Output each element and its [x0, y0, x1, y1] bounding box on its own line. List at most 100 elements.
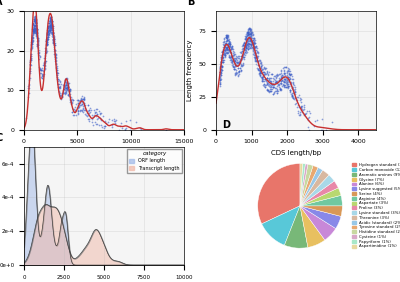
Point: [240, 61, 246, 66]
Point: [233, 68, 240, 72]
Point: [247, 35, 253, 40]
Point: [216, 81, 223, 86]
Point: [225, 37, 232, 41]
Point: [42, 59, 48, 63]
Point: [234, 55, 240, 60]
Point: [220, 49, 226, 54]
Point: [231, 64, 237, 69]
Point: [242, 52, 248, 57]
Point: [62, 78, 68, 83]
Point: [32, 18, 39, 22]
Point: [34, 44, 40, 48]
Point: [225, 38, 231, 43]
Point: [52, 43, 58, 47]
Point: [78, 103, 84, 108]
Point: [222, 47, 229, 52]
Point: [278, 68, 284, 72]
Point: [270, 81, 277, 86]
Point: [264, 76, 270, 80]
Point: [26, 78, 32, 82]
Point: [30, 29, 36, 34]
Point: [267, 85, 274, 89]
Point: [219, 65, 225, 70]
Point: [254, 48, 260, 53]
Point: [228, 53, 234, 57]
Point: [222, 45, 229, 49]
Point: [235, 63, 241, 67]
Point: [37, 68, 44, 72]
Point: [230, 65, 237, 69]
Point: [66, 81, 72, 85]
Point: [235, 65, 242, 70]
Point: [226, 44, 232, 49]
Point: [244, 41, 250, 46]
Point: [29, 36, 36, 40]
Point: [40, 60, 47, 65]
Wedge shape: [300, 164, 303, 206]
Point: [244, 39, 251, 44]
Point: [28, 58, 34, 63]
Point: [35, 39, 42, 44]
Point: [33, 31, 40, 35]
Point: [65, 85, 71, 89]
Point: [45, 29, 51, 34]
Point: [44, 48, 50, 53]
Point: [81, 96, 87, 100]
Point: [220, 58, 226, 62]
Point: [250, 46, 256, 50]
Point: [34, 30, 40, 35]
Point: [259, 77, 266, 81]
Point: [218, 60, 224, 65]
Point: [99, 125, 106, 129]
Point: [286, 76, 292, 81]
Point: [36, 66, 43, 71]
Point: [242, 37, 249, 41]
Point: [221, 40, 228, 45]
Point: [219, 54, 225, 59]
Point: [51, 37, 57, 41]
Point: [271, 85, 278, 90]
Point: [30, 32, 36, 37]
Point: [243, 46, 249, 50]
Point: [280, 85, 287, 89]
Point: [31, 28, 38, 33]
Point: [280, 65, 286, 70]
Point: [270, 91, 277, 95]
Point: [246, 46, 252, 50]
Point: [283, 81, 290, 86]
Point: [222, 43, 228, 47]
Point: [246, 30, 252, 34]
Point: [48, 21, 54, 25]
Point: [63, 83, 70, 87]
Point: [245, 32, 252, 36]
Point: [274, 80, 280, 84]
Point: [268, 87, 275, 91]
Point: [231, 59, 238, 63]
Point: [276, 72, 283, 76]
Point: [275, 89, 281, 94]
Point: [227, 45, 233, 49]
Point: [29, 35, 35, 40]
Point: [223, 42, 229, 46]
Point: [26, 85, 32, 90]
Point: [48, 23, 54, 27]
Point: [290, 90, 297, 94]
Point: [48, 19, 54, 23]
Point: [248, 29, 254, 33]
Point: [306, 108, 312, 113]
Point: [291, 89, 298, 94]
Point: [279, 75, 286, 79]
Point: [222, 48, 228, 52]
Point: [243, 43, 249, 48]
Point: [46, 23, 52, 28]
Point: [43, 50, 50, 54]
Point: [247, 45, 254, 50]
Point: [51, 36, 57, 41]
Point: [286, 75, 292, 80]
Point: [52, 54, 58, 58]
Point: [261, 65, 267, 69]
Point: [78, 96, 84, 100]
Point: [298, 107, 305, 111]
Point: [242, 45, 249, 50]
Point: [216, 76, 223, 81]
